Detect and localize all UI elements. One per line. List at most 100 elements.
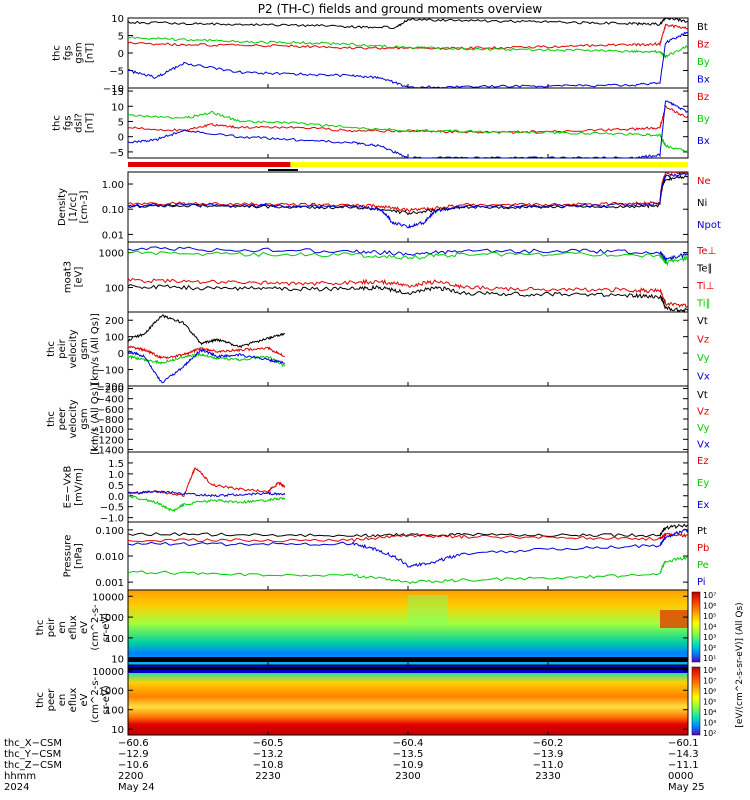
y-tick-label: 5 bbox=[118, 117, 124, 128]
x-axis-value: 0000 bbox=[668, 771, 693, 782]
x-axis-row-label: thc_X−CSM bbox=[4, 738, 62, 749]
colorbar-top bbox=[691, 591, 701, 663]
panel-fgs_dsl: 15 10 5 0 −5 thc fgs dsl? [nT] Bz By Bx bbox=[52, 87, 710, 159]
legend-entry: Vy bbox=[697, 423, 710, 434]
y-axis-label: dsl? bbox=[74, 113, 85, 133]
y-axis-label: eV bbox=[79, 621, 90, 634]
series-Vy-line bbox=[127, 352, 286, 367]
y-tick-label: 0.010 bbox=[95, 552, 124, 563]
series-Pe-line bbox=[127, 555, 689, 584]
x-axis-value: −60.4 bbox=[393, 738, 424, 749]
y-tick-label: 1.0 bbox=[108, 470, 124, 481]
panel-frame bbox=[127, 451, 689, 523]
panel-frame bbox=[127, 385, 689, 453]
legend-entry: Ti∥ bbox=[696, 299, 711, 310]
y-axis-label: sr-eV) bbox=[101, 685, 112, 714]
colorbar-tick-label: 10³ bbox=[703, 719, 716, 728]
x-axis-value: −11.0 bbox=[533, 760, 564, 771]
y-tick-label: 100 bbox=[105, 333, 124, 344]
y-tick-label: 100 bbox=[105, 284, 124, 295]
legend-entry: Bt bbox=[697, 22, 708, 33]
colorbar-tick-label: 10⁷ bbox=[703, 591, 716, 600]
x-axis-value: −11.1 bbox=[668, 760, 699, 771]
legend-entry: Pe bbox=[697, 560, 709, 571]
x-axis-value: 2330 bbox=[535, 771, 560, 782]
legend-entry: Bz bbox=[697, 92, 709, 103]
panel-density: 1.00 0.10 0.01 Density [1/cc] [cm-3] Ne Ni Npot bbox=[57, 171, 721, 243]
y-tick-label: 0.01 bbox=[102, 230, 124, 241]
x-axis-value: −60.5 bbox=[253, 738, 284, 749]
series-Vx-line bbox=[127, 348, 286, 384]
y-tick-label: 1.00 bbox=[102, 180, 124, 191]
panel-temp: 1000 100 moat3 [eV] Te⊥ Te∥ Ti⊥ Ti∥ bbox=[63, 241, 716, 314]
legend-entry: Bx bbox=[697, 136, 710, 147]
colorbar-tick-label: 10⁶ bbox=[703, 602, 716, 611]
y-axis-label: eflux bbox=[68, 688, 79, 713]
y-axis-label: velocity bbox=[68, 329, 79, 368]
y-axis-label: gsm bbox=[79, 338, 90, 359]
panel-fgs: 10 5 0 −5 −10 thc fgs gsm [nT] Bt Bz By Bx bbox=[52, 14, 710, 95]
y-axis-label: [cm-3] bbox=[79, 190, 90, 223]
series-Npot-line bbox=[127, 172, 689, 229]
panel-peir_spec: 10000 1000 100 10 thc peir en eflux eV (cm^2-s-sr… bbox=[35, 589, 689, 666]
mode-bar-fast bbox=[290, 162, 688, 167]
y-axis-label: E=−VxB bbox=[63, 466, 74, 509]
y-axis-label: [nPa] bbox=[74, 543, 85, 569]
y-tick-label: −200 bbox=[97, 385, 124, 396]
y-tick-label: 1000 bbox=[99, 613, 124, 624]
y-tick-label: 0 bbox=[118, 49, 124, 60]
y-tick-label: 1000 bbox=[99, 249, 124, 260]
series-Bz-line bbox=[127, 23, 689, 50]
y-tick-label: −10 bbox=[103, 84, 124, 95]
y-tick-label: −1400 bbox=[90, 445, 124, 456]
x-axis-value: −13.5 bbox=[393, 749, 424, 760]
y-tick-label: 0 bbox=[118, 349, 124, 360]
colorbar-tick-label: 10³ bbox=[703, 633, 716, 642]
panel-peir: 200 100 0 −100 −200 thc peir velocity gsm [km/s (… bbox=[46, 311, 710, 393]
y-axis-label: thc bbox=[46, 411, 57, 427]
series-Ey-line bbox=[127, 494, 286, 512]
legend-entry: Te∥ bbox=[696, 264, 713, 275]
y-tick-label: −1000 bbox=[90, 425, 124, 436]
y-tick-label: 0.001 bbox=[95, 578, 124, 589]
colorbar-tick-label: 10⁸ bbox=[703, 666, 716, 675]
y-tick-label: −600 bbox=[97, 405, 124, 416]
x-axis-value: −60.1 bbox=[668, 738, 699, 749]
x-axis-value: −12.9 bbox=[118, 749, 149, 760]
y-tick-label: 0.100 bbox=[95, 526, 124, 537]
y-tick-label: 10000 bbox=[92, 592, 124, 603]
y-axis-label: peer bbox=[57, 407, 68, 431]
x-axis-value: −10.8 bbox=[253, 760, 284, 771]
y-tick-label: 1000 bbox=[99, 686, 124, 697]
colorbar-tick-label: 10⁴ bbox=[703, 623, 716, 632]
legend-entry: Pi bbox=[697, 577, 706, 588]
legend-entry: Pb bbox=[697, 543, 709, 554]
y-axis-label: Density bbox=[57, 188, 68, 226]
y-axis-label: [km/s (All Qs)] bbox=[90, 313, 101, 385]
x-axis-value: 2300 bbox=[395, 771, 420, 782]
series-Bt-line bbox=[127, 16, 689, 30]
x-axis-row-label: hhmm bbox=[4, 771, 36, 782]
y-axis-label: moat3 bbox=[63, 261, 74, 293]
x-axis-value: May 25 bbox=[668, 782, 705, 793]
legend-entry: Bx bbox=[697, 75, 710, 86]
legend-entry: Ey bbox=[697, 478, 709, 489]
panel-efield: 1.51.00.50.0−0.5−1.0 E=−VxB [mV/m] Ez Ey Ex bbox=[63, 451, 709, 525]
y-axis-label: [nT] bbox=[85, 113, 96, 133]
y-axis-label: fgs bbox=[63, 45, 74, 60]
x-axis-value: 2230 bbox=[255, 771, 280, 782]
legend-entry: By bbox=[697, 57, 710, 68]
colorbar-tick-label: 10⁵ bbox=[703, 698, 716, 707]
y-tick-label: 0.0 bbox=[108, 492, 124, 503]
series-Ex-line bbox=[127, 490, 286, 498]
y-tick-label: 1.5 bbox=[108, 459, 124, 470]
colorbar-tick-label: 10¹ bbox=[703, 654, 716, 663]
series-Vt-line bbox=[127, 314, 285, 349]
y-tick-label: −0.5 bbox=[100, 503, 124, 514]
y-tick-label: −5 bbox=[109, 67, 124, 78]
legend-entry: Ex bbox=[697, 500, 709, 511]
y-tick-label: 10000 bbox=[92, 667, 124, 678]
y-axis-label: [1/cc] bbox=[68, 193, 79, 222]
spectrogram-bright-region bbox=[408, 595, 448, 625]
y-axis-label: peer bbox=[46, 688, 57, 712]
